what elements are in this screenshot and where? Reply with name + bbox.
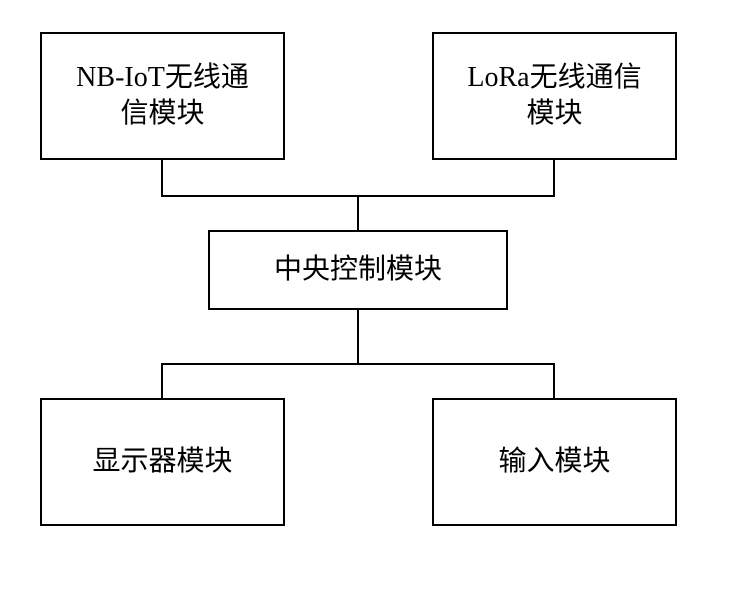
edge-to-display: [161, 363, 163, 398]
edge-nbiot-down: [161, 160, 163, 195]
node-central: 中央控制模块: [208, 230, 508, 310]
node-display: 显示器模块: [40, 398, 285, 526]
node-nbiot-label: NB-IoT无线通 信模块: [76, 60, 249, 133]
node-display-label: 显示器模块: [92, 444, 232, 480]
node-lora: LoRa无线通信 模块: [432, 32, 677, 160]
edge-lora-down: [553, 160, 555, 195]
node-input-label: 输入模块: [498, 444, 610, 480]
edge-top-to-central: [357, 195, 359, 230]
edge-central-down: [357, 310, 359, 363]
node-lora-label: LoRa无线通信 模块: [467, 60, 641, 133]
edge-bottom-horizontal: [161, 363, 555, 365]
node-central-label: 中央控制模块: [274, 252, 442, 288]
edge-to-input: [553, 363, 555, 398]
node-input: 输入模块: [432, 398, 677, 526]
node-nbiot: NB-IoT无线通 信模块: [40, 32, 285, 160]
